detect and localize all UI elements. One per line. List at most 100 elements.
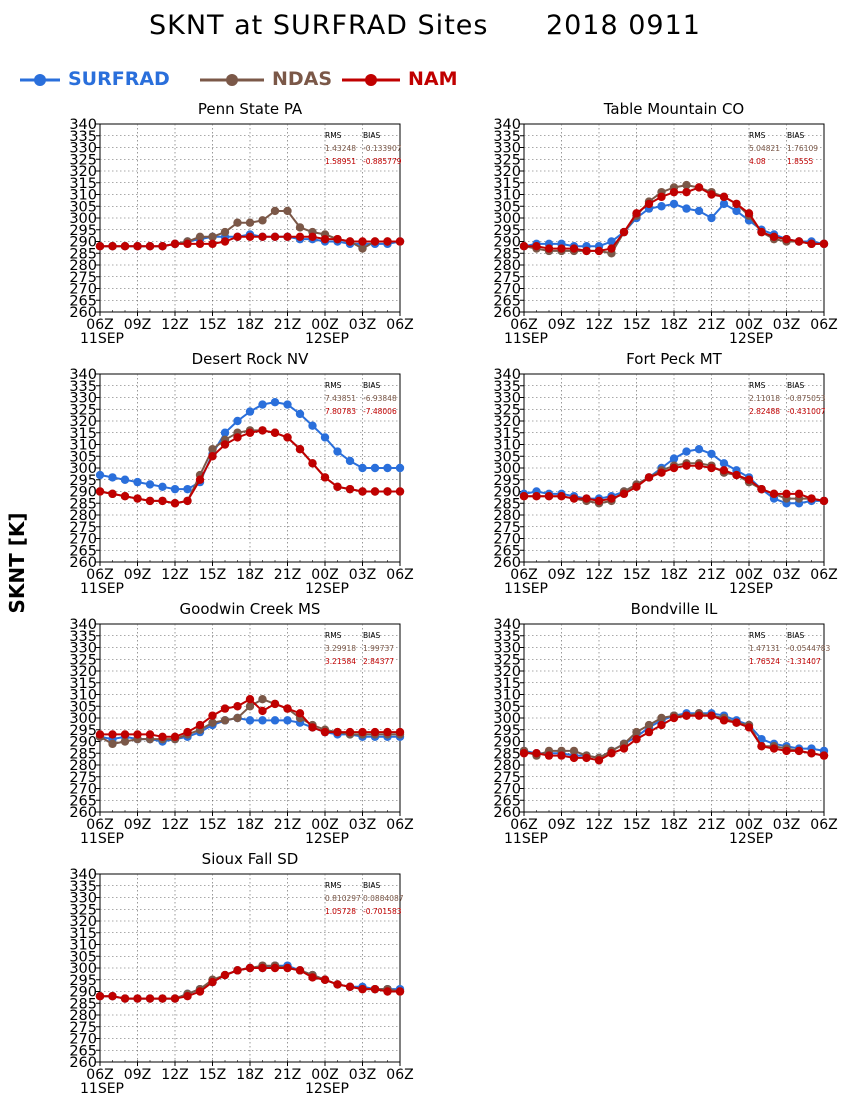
data-point-nam — [308, 973, 317, 982]
data-point-nam — [145, 730, 155, 739]
y-tick-label: 330 — [493, 141, 521, 157]
x-tick-label: 00Z — [735, 317, 762, 333]
data-point-nam — [270, 699, 280, 709]
chart-penn-state-pa: Penn State PA 260265270275280285290295300… — [69, 100, 413, 347]
x-tick-label: 06Z — [386, 1067, 413, 1083]
data-point-nam — [120, 730, 130, 739]
data-point-surfrad — [719, 199, 729, 209]
data-point-nam — [619, 227, 629, 237]
x-tick-label: 09Z — [124, 1067, 151, 1083]
x-tick-label: 06Z — [510, 317, 537, 333]
y-tick-label: 325 — [69, 902, 97, 918]
data-point-nam — [183, 992, 192, 1001]
data-point-nam — [532, 749, 541, 758]
stats-header-bias: BIAS — [363, 131, 380, 140]
data-point-nam — [158, 496, 167, 506]
data-point-nam — [170, 732, 180, 741]
data-point-nam — [258, 706, 267, 716]
chart-panel-penn-state-pa: Penn State PA 260 265 270 275 280 285 290 295 300… — [60, 98, 470, 347]
stats-ndas-rms: 1.47131 — [749, 644, 780, 653]
data-point-nam — [757, 227, 766, 237]
chart-panel-table-mountain-co: Table Mountain CO 260 265 270 275 280 285 290 29… — [484, 98, 850, 347]
data-point-nam — [719, 192, 729, 202]
x-tick-label: 06Z — [386, 567, 413, 583]
date-label-next: 12SEP — [305, 581, 349, 597]
data-point-nam — [594, 756, 604, 765]
y-tick-label: 265 — [69, 543, 97, 559]
data-point-nam — [594, 246, 604, 256]
stats-nam-rms: 1.76524 — [749, 657, 780, 666]
data-point-nam — [682, 461, 691, 470]
chart-panel-goodwin-creek-ms: Goodwin Creek MS 260 265 270 275 280 285 290 295… — [60, 598, 470, 847]
chart-panel-fort-peck-mt: Fort Peck MT 260 265 270 275 280 285 290 295 300 3… — [484, 348, 850, 597]
data-point-surfrad — [719, 459, 729, 468]
data-point-surfrad — [657, 202, 666, 211]
data-point-nam — [782, 489, 791, 499]
data-point-nam — [607, 749, 616, 758]
x-tick-label: 18Z — [660, 817, 687, 833]
data-point-nam — [744, 475, 754, 484]
data-point-surfrad — [707, 449, 716, 459]
stats-ndas-rms: 2.11018 — [749, 394, 780, 403]
data-point-nam — [108, 242, 117, 251]
data-point-nam — [133, 994, 142, 1003]
y-tick-label: 305 — [493, 449, 521, 465]
data-point-nam — [120, 492, 130, 501]
y-tick-label: 260 — [493, 555, 521, 571]
date-label-start: 11SEP — [80, 1081, 124, 1097]
data-point-nam — [208, 711, 217, 720]
data-point-nam — [258, 232, 267, 241]
data-point-nam — [333, 482, 342, 491]
y-tick-label: 280 — [493, 508, 521, 524]
data-point-nam — [295, 232, 305, 241]
data-point-ndas — [632, 727, 641, 737]
y-tick-label: 310 — [493, 188, 521, 204]
y-tick-label: 300 — [69, 461, 97, 477]
stats-nam-bias: -0.885779 — [363, 157, 402, 166]
data-point-nam — [657, 192, 666, 202]
stats-ndas-bias: -0.0544783 — [787, 644, 830, 653]
date-label-start: 11SEP — [504, 331, 548, 347]
y-tick-label: 305 — [69, 199, 97, 215]
data-point-nam — [669, 713, 679, 723]
y-tick-label: 335 — [69, 129, 97, 145]
chart-goodwin-creek-ms: Goodwin Creek MS 260265270275280285290295… — [69, 600, 413, 847]
y-tick-label: 295 — [493, 723, 521, 739]
legend-label-ndas: NDAS — [272, 68, 333, 90]
data-point-nam — [95, 992, 105, 1001]
data-point-nam — [358, 984, 367, 994]
data-point-surfrad — [95, 470, 105, 480]
data-point-nam — [557, 492, 566, 501]
x-tick-label: 18Z — [236, 817, 263, 833]
data-point-nam — [657, 720, 666, 730]
data-point-surfrad — [270, 398, 280, 407]
x-tick-label: 21Z — [274, 567, 301, 583]
y-tick-label: 320 — [69, 414, 97, 430]
data-point-surfrad — [133, 477, 142, 487]
y-tick-label: 265 — [69, 1043, 97, 1059]
data-point-nam — [320, 234, 330, 244]
y-tick-label: 290 — [69, 235, 97, 251]
data-point-nam — [370, 727, 380, 737]
x-tick-label: 06Z — [510, 817, 537, 833]
chart-title: Desert Rock NV — [192, 350, 309, 368]
y-tick-label: 315 — [493, 176, 521, 192]
y-tick-label: 295 — [69, 473, 97, 489]
y-tick-label: 295 — [69, 723, 97, 739]
y-tick-label: 340 — [69, 367, 97, 383]
data-point-nam — [145, 994, 155, 1003]
x-tick-label: 00Z — [735, 817, 762, 833]
data-point-ndas — [120, 737, 130, 746]
y-tick-label: 260 — [493, 805, 521, 821]
data-point-nam — [233, 433, 242, 442]
data-point-nam — [270, 232, 280, 241]
data-point-nam — [519, 242, 529, 251]
data-point-ndas — [233, 218, 242, 227]
data-point-nam — [669, 187, 679, 197]
data-point-nam — [283, 963, 292, 973]
y-tick-label: 330 — [69, 391, 97, 407]
data-point-surfrad — [258, 716, 267, 725]
data-point-nam — [270, 428, 280, 437]
data-point-surfrad — [682, 204, 691, 213]
stats-header-rms: RMS — [325, 881, 342, 890]
